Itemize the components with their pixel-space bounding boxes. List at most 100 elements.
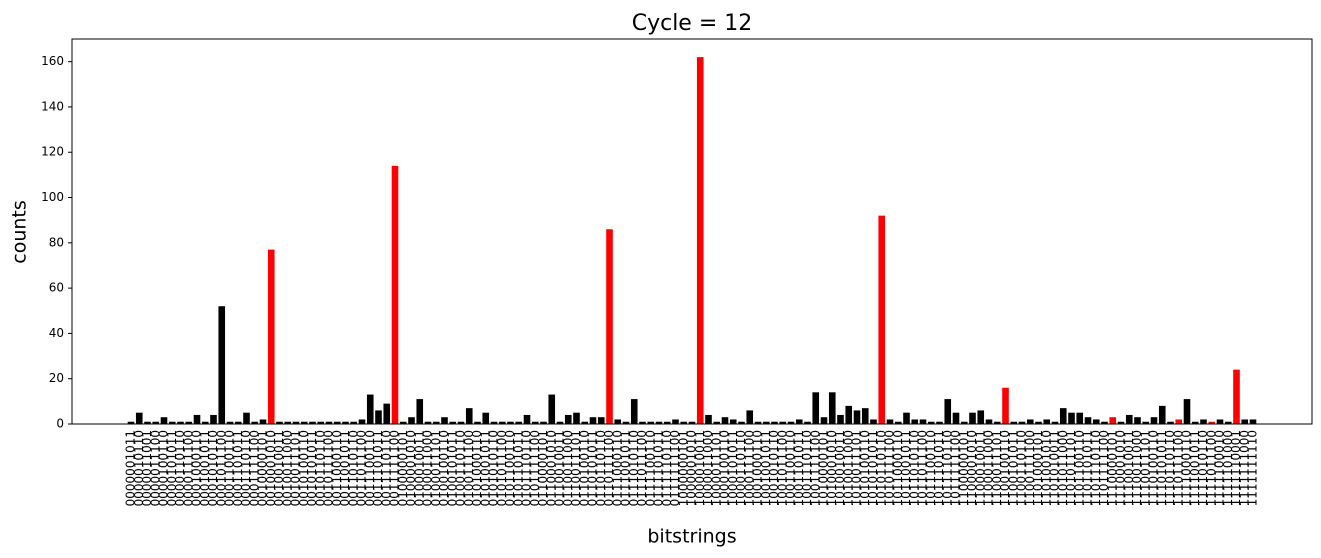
x-tick-label: 1110000101: [1105, 430, 1119, 506]
bar: [523, 414, 531, 424]
bar: [1002, 387, 1009, 424]
bar: [721, 417, 729, 424]
bar: [672, 419, 679, 424]
x-tick-label: 1111111000: [1237, 430, 1251, 506]
x-tick-label: 0010111100: [322, 430, 336, 506]
bar: [168, 421, 176, 424]
bar: [1068, 412, 1075, 424]
x-tick-label: 0010100110: [297, 430, 311, 506]
bar: [1233, 369, 1240, 424]
x-tick-label: 0000110110: [173, 430, 187, 506]
bar: [688, 421, 696, 424]
bar: [1018, 421, 1026, 424]
x-tick-label: 1101101011: [1081, 430, 1095, 506]
x-tick-label: 1011101011: [932, 430, 946, 506]
x-tick-label: 0010001010: [264, 430, 278, 506]
bar: [828, 392, 836, 424]
x-tick-label: 1011000110: [891, 430, 905, 506]
bar: [564, 414, 572, 424]
bar: [787, 421, 795, 424]
bar: [350, 421, 358, 424]
bar: [1150, 417, 1158, 424]
bar: [1224, 421, 1232, 424]
x-tick-label: 1110110110: [1163, 430, 1177, 506]
x-tick-label: 0011100110: [363, 430, 377, 506]
x-tick-label: 1011111100: [949, 430, 963, 506]
x-tick-label: 0110100110: [577, 430, 591, 506]
x-tick-label: 1101000101: [1031, 430, 1045, 506]
bar: [333, 421, 341, 424]
x-tick-label: 0001101011: [231, 430, 245, 506]
x-tick-label: 0100010011: [412, 430, 426, 506]
x-tick-label: 1111110001: [1229, 430, 1243, 506]
x-tick-label: 1010111100: [883, 430, 897, 506]
bar: [762, 421, 770, 424]
bar: [630, 399, 638, 424]
bar: [1043, 419, 1051, 424]
x-tick-label: 0001110110: [239, 430, 253, 506]
bar: [457, 421, 465, 424]
x-tick-label: 0101110110: [520, 430, 534, 506]
x-tick-label: 1101011101: [1064, 430, 1078, 506]
x-tick-label: 0010101011: [305, 430, 319, 506]
x-tick-label: 0100111100: [462, 430, 476, 506]
x-tick-label: 1001011100: [775, 430, 789, 506]
x-tick-label: 0111111100: [668, 430, 682, 506]
x-tick-label: 0110010011: [553, 430, 567, 506]
x-tick-label: 1000111100: [742, 430, 756, 506]
bar: [606, 229, 613, 424]
bar: [300, 421, 308, 424]
x-tick-label: 1001000110: [751, 430, 765, 506]
x-tick-label: 1001110110: [800, 430, 814, 506]
y-tick-label: 160: [41, 54, 64, 68]
x-tick-label: 1110001010: [1114, 430, 1128, 506]
bar: [779, 421, 787, 424]
x-tick-label: 1010011000: [841, 430, 855, 506]
bar: [936, 421, 943, 424]
bar: [952, 412, 960, 424]
bar: [1084, 417, 1092, 424]
bar: [243, 412, 250, 424]
x-tick-label: 1111100010: [1213, 430, 1227, 506]
x-tick-label: 1111101000: [1221, 430, 1235, 506]
x-tick-label: 1111010110: [1196, 430, 1210, 506]
bar: [127, 421, 135, 424]
x-tick-label: 0101100110: [503, 430, 517, 506]
bar: [267, 249, 275, 424]
x-tick-label: 1010101011: [866, 430, 880, 506]
bar: [210, 414, 217, 424]
bar: [795, 419, 803, 424]
plot-area: [127, 57, 1257, 424]
x-tick-label: 0111110110: [660, 430, 674, 506]
x-tick-label: 0100100110: [437, 430, 451, 506]
bar: [738, 421, 745, 424]
y-tick-label: 100: [41, 190, 64, 204]
bar: [399, 421, 407, 424]
x-tick-label: 0101111100: [528, 430, 542, 506]
bar: [490, 421, 498, 424]
x-tick-label: 1101100110: [1072, 430, 1086, 506]
bar: [358, 419, 366, 424]
y-tick-label: 40: [49, 326, 64, 340]
x-tick-label: 1101111100: [1097, 430, 1111, 506]
x-tick-label: 0101101011: [511, 430, 525, 506]
x-tick-label: 1011011100: [916, 430, 930, 506]
bar: [993, 421, 1001, 424]
bar: [185, 421, 193, 424]
x-tick-label: 1001100110: [784, 430, 798, 506]
x-tick-label: 0010011101: [289, 430, 303, 506]
bar: [573, 412, 580, 424]
bar: [1208, 421, 1216, 424]
x-tick-label: 1100010011: [973, 430, 987, 506]
x-tick-label: 1100100110: [998, 430, 1012, 506]
bar: [1134, 417, 1141, 424]
bar: [1142, 421, 1150, 424]
bar: [408, 417, 415, 424]
x-tick-label: 0001011100: [214, 430, 228, 506]
x-tick-label: 0000111100: [181, 430, 195, 506]
bar: [1167, 421, 1174, 424]
bar: [589, 417, 597, 424]
bar: [1117, 421, 1125, 424]
